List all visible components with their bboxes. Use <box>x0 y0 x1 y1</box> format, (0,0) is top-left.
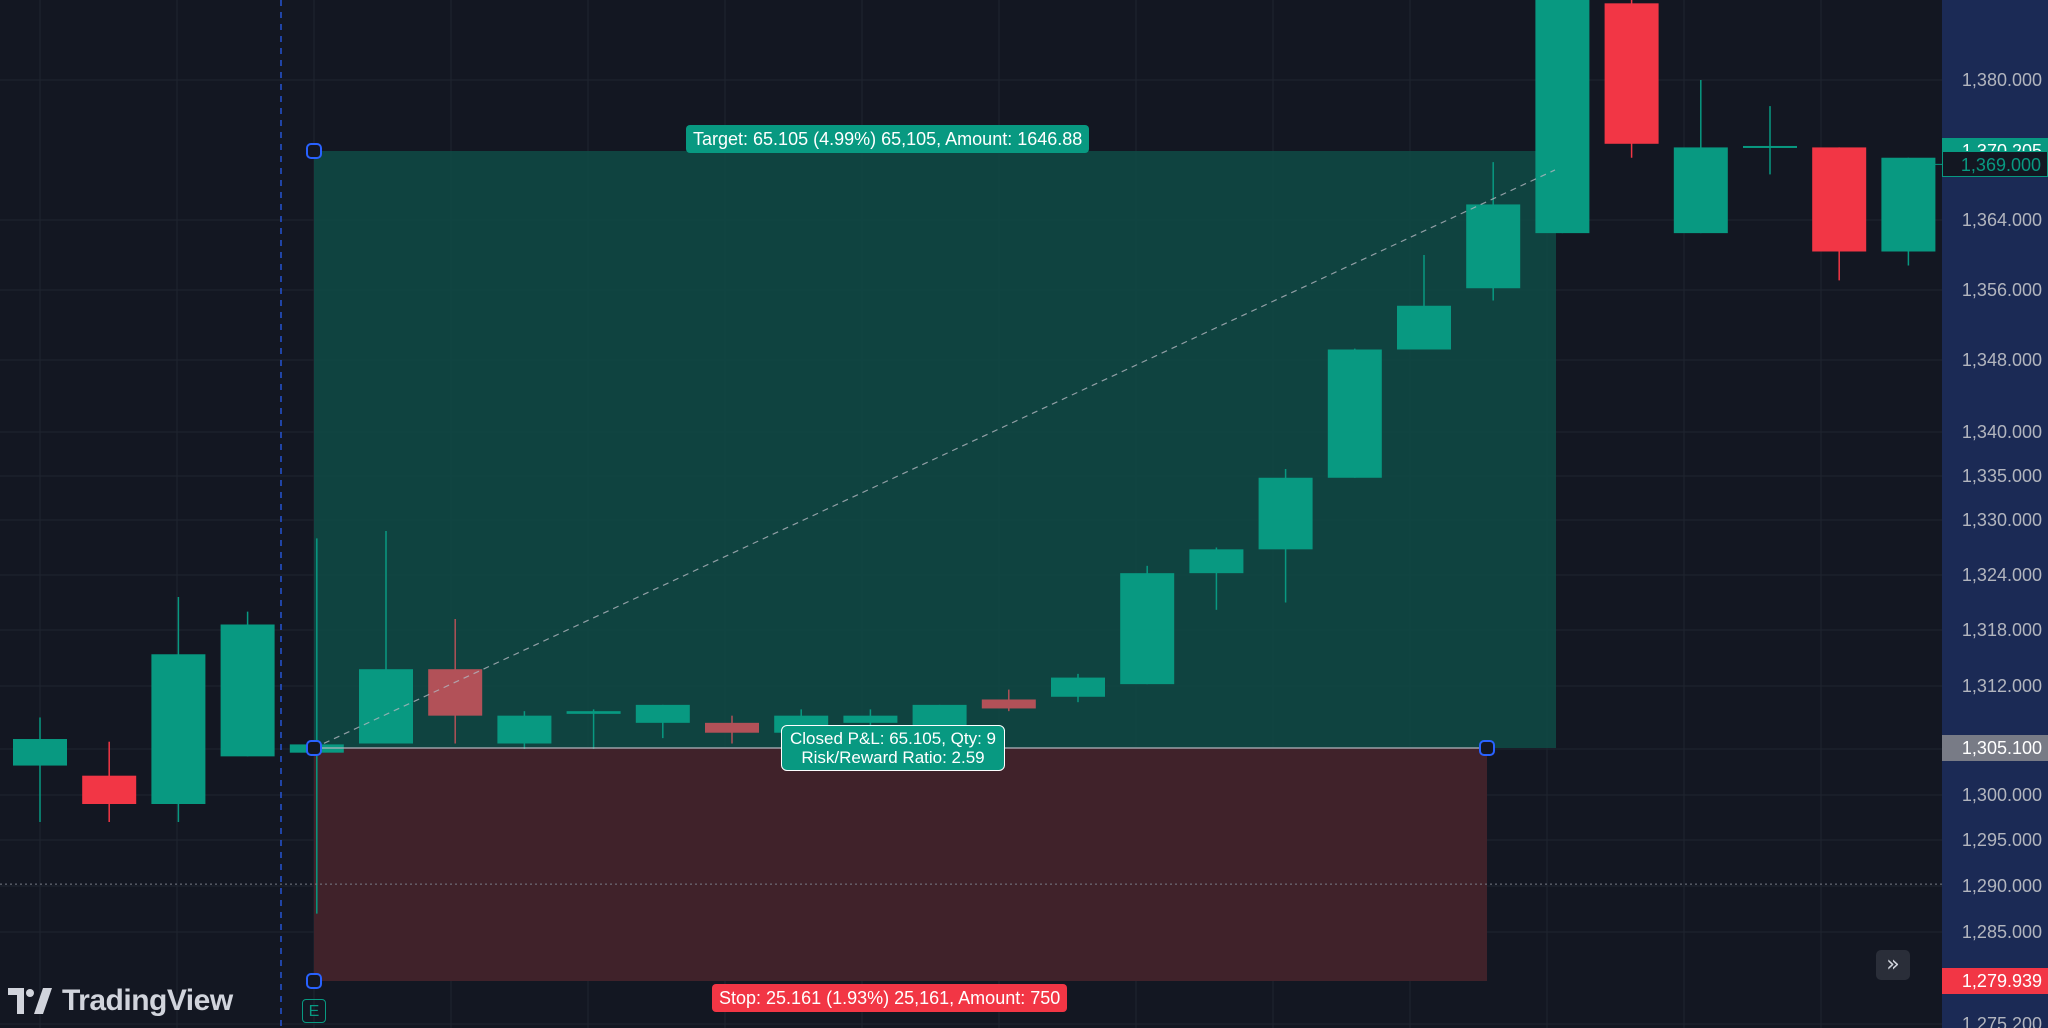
double-chevron-right-icon: » <box>1886 952 1900 977</box>
price-axis-tick-label: 1,290.000 <box>1962 876 2042 896</box>
stop-label[interactable]: Stop: 25.161 (1.93%) 25,161, Amount: 750 <box>712 984 1068 1012</box>
price-axis-tick-label: 1,330.000 <box>1962 510 2042 530</box>
stop-price-tag: 1,279.939 <box>1942 968 2048 994</box>
pnl-summary[interactable]: Closed P&L: 65.105, Qty: 9 Risk/Reward R… <box>781 725 1006 771</box>
scroll-to-realtime-button[interactable]: » <box>1876 950 1910 980</box>
candle-body <box>13 739 67 766</box>
price-axis-tick-label: 1,340.000 <box>1962 422 2042 442</box>
stop-zone <box>314 748 1487 981</box>
closed-pnl-text: Closed P&L: 65.105, Qty: 9 <box>790 729 997 748</box>
candle-body <box>1535 0 1590 234</box>
candle-body <box>1397 305 1451 350</box>
tradingview-logo[interactable]: TradingView <box>8 984 233 1018</box>
candle-body <box>497 715 552 744</box>
price-axis-tick-label: 1,275.200 <box>1962 1014 2042 1028</box>
candle-body <box>912 704 967 727</box>
drag-handle <box>306 973 322 989</box>
earnings-marker[interactable]: E <box>302 999 326 1023</box>
entry-price-tag: 1,305.100 <box>1942 735 2048 761</box>
candle-body <box>1120 573 1175 685</box>
candle-body <box>1881 157 1936 252</box>
candle-body <box>843 715 898 723</box>
candle-body <box>1327 349 1382 478</box>
drag-handle <box>306 740 322 756</box>
price-axis-tick-label: 1,300.000 <box>1962 785 2042 805</box>
price-axis-tick-label: 1,364.000 <box>1962 210 2042 230</box>
candle-body <box>1743 145 1797 148</box>
candle-body <box>428 669 483 716</box>
drag-handle <box>306 143 322 159</box>
candle-body <box>705 722 759 733</box>
price-axis-tick-label: 1,335.000 <box>1962 466 2042 486</box>
drag-handle <box>1479 740 1495 756</box>
price-axis-tick-label: 1,324.000 <box>1962 565 2042 585</box>
candle-body <box>359 669 413 744</box>
brand-name: TradingView <box>62 984 233 1017</box>
price-axis-tick-label: 1,295.000 <box>1962 830 2042 850</box>
risk-reward-text: Risk/Reward Ratio: 2.59 <box>801 748 985 767</box>
candle-body <box>1258 477 1313 550</box>
candle-body <box>1673 147 1728 234</box>
price-axis-tick-label: 1,318.000 <box>1962 620 2042 640</box>
price-axis-tick-label: 1,312.000 <box>1962 676 2042 696</box>
candle-body <box>981 699 1036 709</box>
candle-body <box>82 775 137 804</box>
crosshair-price-tag: 1,369.000 <box>1942 151 2048 178</box>
candle-body <box>1189 549 1244 574</box>
candle-body <box>1604 3 1659 144</box>
price-axis-tick-label: 1,356.000 <box>1962 280 2042 300</box>
price-axis-tick-label: 1,380.000 <box>1962 70 2042 90</box>
candle-body <box>1812 147 1867 252</box>
candle-body <box>151 654 206 804</box>
candle-body <box>220 624 275 757</box>
trajectory-line <box>313 169 1556 749</box>
price-axis-tick-label: 1,285.000 <box>1962 922 2042 942</box>
candle-body <box>1051 677 1105 697</box>
candle-body <box>635 704 690 723</box>
price-axis-tick-label: 1,348.000 <box>1962 350 2042 370</box>
tradingview-logo-icon <box>8 988 52 1014</box>
target-label[interactable]: Target: 65.105 (4.99%) 65,105, Amount: 1… <box>686 125 1090 153</box>
candle-body <box>566 711 621 714</box>
candle-body <box>1466 204 1521 289</box>
